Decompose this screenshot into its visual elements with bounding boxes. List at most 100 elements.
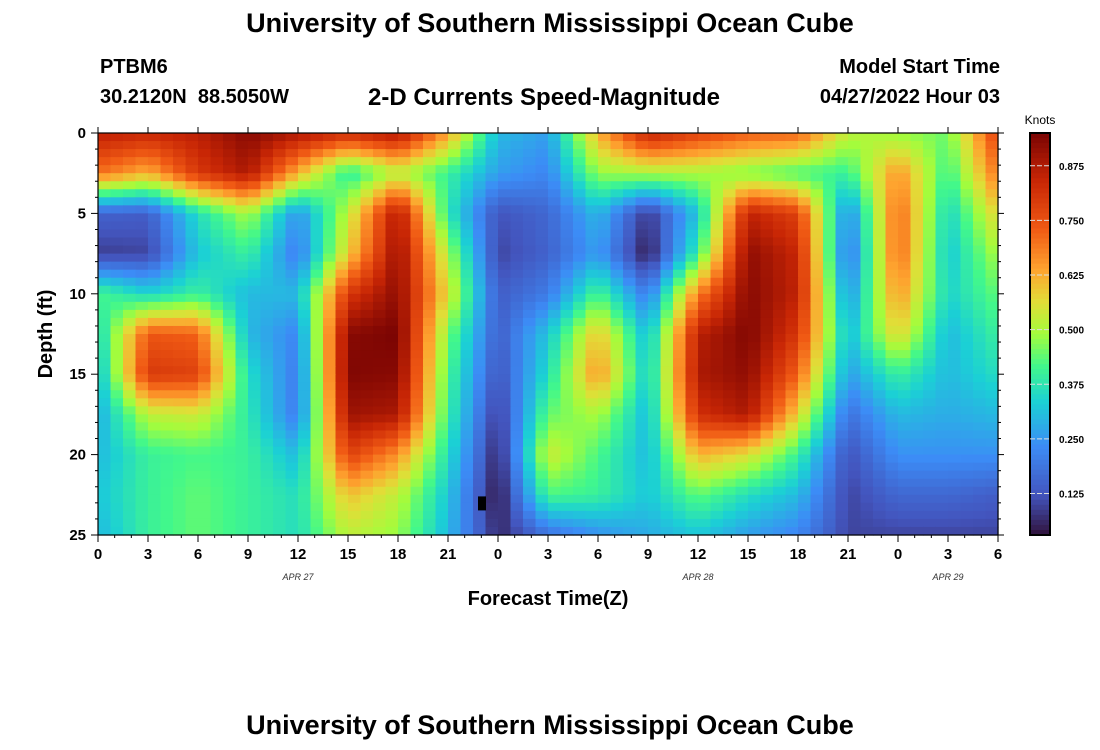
heatmap-cell bbox=[985, 141, 999, 150]
heatmap-cell bbox=[685, 197, 699, 206]
y-tick-label: 20 bbox=[69, 447, 86, 464]
heatmap-cell bbox=[873, 494, 887, 504]
heatmap-cell bbox=[948, 462, 962, 472]
heatmap-cell bbox=[823, 317, 837, 327]
heatmap-cell bbox=[373, 213, 387, 223]
heatmap-cell bbox=[223, 486, 237, 496]
heatmap-cell bbox=[273, 446, 287, 456]
heatmap-cell bbox=[573, 181, 587, 190]
heatmap-cell bbox=[623, 334, 637, 343]
heatmap-cell bbox=[785, 342, 799, 351]
heatmap-cell bbox=[623, 390, 637, 399]
heatmap-cell bbox=[785, 462, 799, 472]
heatmap-cell bbox=[423, 526, 437, 536]
heatmap-cell bbox=[335, 462, 349, 472]
heatmap-cell bbox=[935, 197, 949, 206]
heatmap-cell bbox=[223, 454, 237, 464]
heatmap-cell bbox=[210, 301, 224, 311]
heatmap-cell bbox=[173, 293, 187, 303]
heatmap-cell bbox=[298, 422, 312, 432]
heatmap-cell bbox=[673, 494, 687, 504]
heatmap-cell bbox=[698, 309, 712, 319]
heatmap-cell bbox=[860, 374, 874, 383]
heatmap-cell bbox=[98, 133, 112, 142]
heatmap-cell bbox=[485, 253, 499, 263]
colorbar-tick-label: 0.750 bbox=[1059, 216, 1084, 227]
heatmap-cell bbox=[673, 229, 687, 239]
heatmap-cell bbox=[198, 502, 212, 512]
heatmap-cell bbox=[398, 197, 412, 206]
colorbar-swatch bbox=[1030, 349, 1050, 355]
x-tick-label: 3 bbox=[144, 546, 152, 563]
heatmap-cell bbox=[773, 334, 787, 343]
heatmap-cell bbox=[960, 173, 974, 182]
heatmap-cell bbox=[110, 462, 124, 472]
heatmap-cell bbox=[360, 390, 374, 399]
colorbar-swatch bbox=[1030, 509, 1050, 516]
heatmap-cell bbox=[498, 197, 512, 206]
heatmap-cell bbox=[248, 494, 262, 504]
heatmap-cell bbox=[723, 414, 737, 424]
heatmap-cell bbox=[748, 342, 762, 351]
heatmap-cell bbox=[910, 285, 924, 295]
heatmap-cell bbox=[935, 366, 949, 375]
heatmap-cell bbox=[798, 317, 812, 327]
heatmap-cell bbox=[385, 422, 399, 432]
heatmap-cell bbox=[985, 422, 999, 432]
heatmap-cell bbox=[810, 526, 824, 536]
heatmap-cell bbox=[798, 245, 812, 255]
heatmap-cell bbox=[735, 502, 749, 512]
heatmap-cell bbox=[723, 213, 737, 223]
colorbar-swatch bbox=[1030, 198, 1050, 204]
heatmap-cell bbox=[648, 510, 662, 520]
heatmap-cell bbox=[198, 325, 212, 335]
heatmap-cell bbox=[685, 205, 699, 214]
heatmap-cell bbox=[973, 141, 987, 150]
heatmap-cell bbox=[598, 133, 612, 142]
heatmap-cell bbox=[535, 277, 549, 287]
heatmap-cell bbox=[698, 221, 712, 231]
heatmap-cell bbox=[798, 133, 812, 142]
heatmap-cell bbox=[698, 173, 712, 182]
heatmap-cell bbox=[860, 301, 874, 311]
heatmap-cell bbox=[110, 285, 124, 295]
heatmap-cell bbox=[735, 197, 749, 206]
heatmap-cell bbox=[660, 446, 674, 456]
heatmap-cell bbox=[310, 325, 324, 335]
heatmap-cell bbox=[173, 301, 187, 311]
heatmap-cell bbox=[898, 526, 912, 536]
heatmap-cell bbox=[873, 430, 887, 440]
heatmap-cell bbox=[398, 422, 412, 432]
heatmap-cell bbox=[560, 358, 574, 367]
heatmap-cell bbox=[873, 334, 887, 343]
heatmap-cell bbox=[848, 398, 862, 407]
heatmap-cell bbox=[260, 133, 274, 142]
heatmap-cell bbox=[223, 334, 237, 343]
heatmap-cell bbox=[760, 181, 774, 190]
colorbar-swatch bbox=[1030, 243, 1050, 250]
heatmap-cell bbox=[198, 478, 212, 488]
heatmap-cell bbox=[798, 189, 812, 198]
heatmap-cell bbox=[498, 398, 512, 407]
heatmap-cell bbox=[248, 454, 262, 464]
heatmap-cell bbox=[260, 446, 274, 456]
heatmap-cell bbox=[973, 462, 987, 472]
heatmap-cell bbox=[773, 382, 787, 391]
heatmap-cell bbox=[148, 518, 162, 528]
heatmap-cell bbox=[360, 165, 374, 174]
heatmap-cell bbox=[435, 189, 449, 198]
heatmap-cell bbox=[348, 478, 362, 488]
heatmap-cell bbox=[335, 277, 349, 287]
heatmap-cell bbox=[635, 510, 649, 520]
heatmap-cell bbox=[348, 149, 362, 158]
heatmap-cell bbox=[910, 205, 924, 214]
heatmap-cell bbox=[898, 133, 912, 142]
heatmap-cell bbox=[323, 510, 337, 520]
heatmap-cell bbox=[635, 229, 649, 239]
heatmap-cell bbox=[948, 189, 962, 198]
heatmap-cell bbox=[473, 309, 487, 319]
heatmap-cell bbox=[223, 277, 237, 287]
heatmap-cell bbox=[648, 334, 662, 343]
heatmap-cell bbox=[685, 325, 699, 335]
heatmap-cell bbox=[973, 350, 987, 359]
